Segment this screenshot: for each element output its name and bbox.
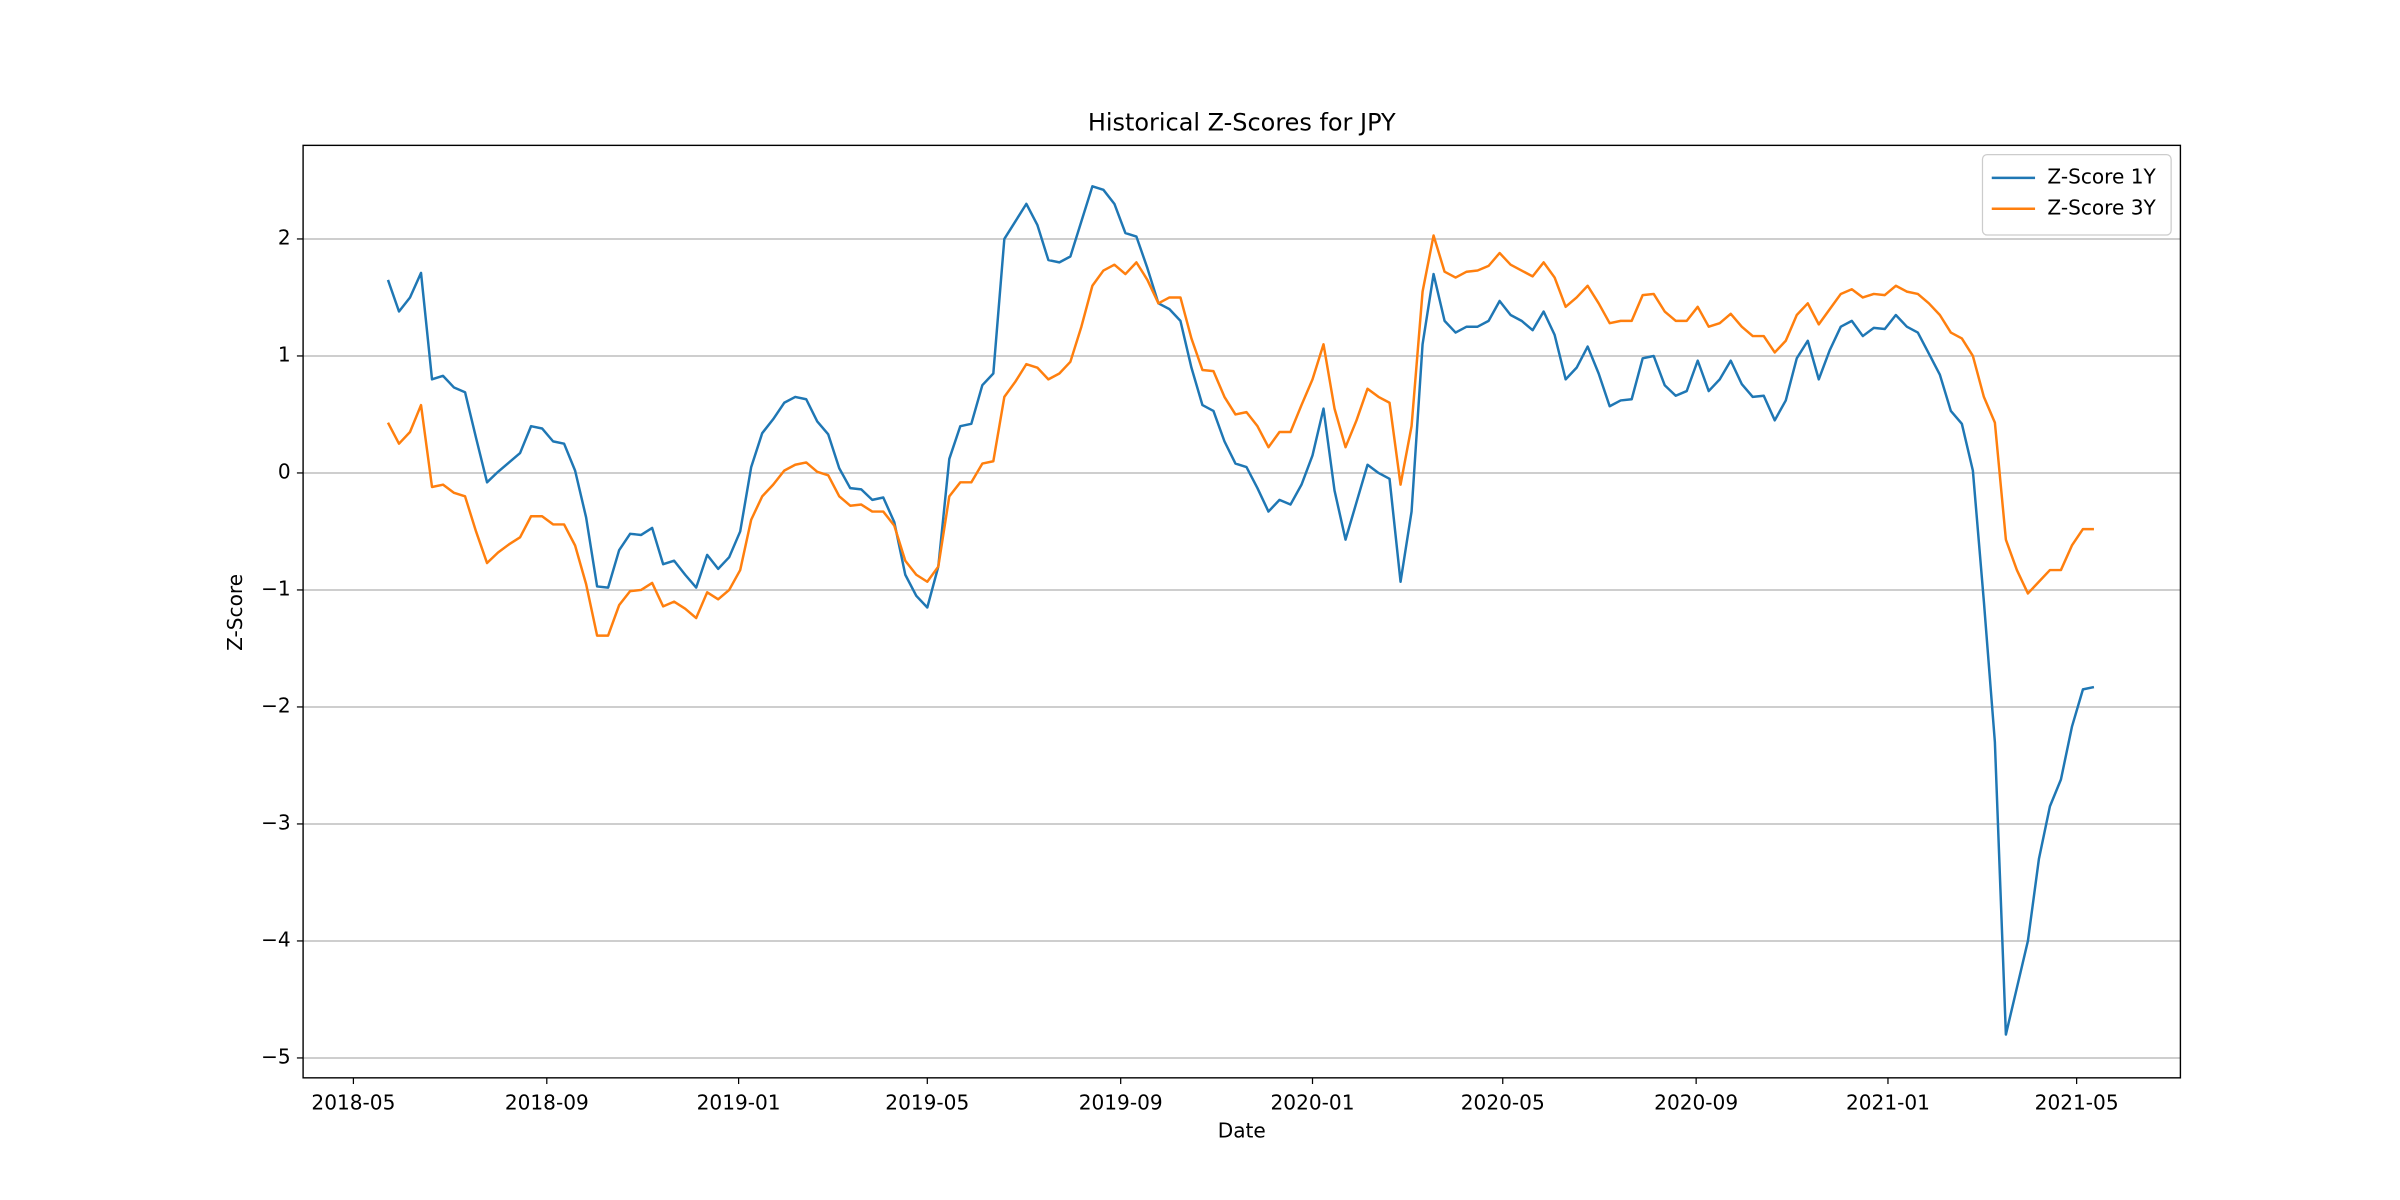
x-tick-label: 2020-05 — [1461, 1091, 1545, 1115]
x-tick-label: 2021-05 — [2035, 1091, 2119, 1115]
series-line — [386, 234, 2094, 637]
x-tick-label: 2021-01 — [1846, 1091, 1930, 1115]
y-tick-label: 1 — [278, 342, 291, 366]
x-tick-label: 2019-09 — [1079, 1091, 1163, 1115]
x-tick-label: 2019-01 — [697, 1091, 781, 1115]
legend-label: Z-Score 1Y — [2047, 164, 2156, 188]
legend-label: Z-Score 3Y — [2047, 195, 2156, 219]
x-axis-label: Date — [1218, 1118, 1266, 1142]
y-axis-label: Z-Score — [223, 574, 247, 651]
x-tick-label: 2020-01 — [1271, 1091, 1355, 1115]
y-tick-label: −3 — [261, 810, 291, 834]
x-tick-label: 2018-05 — [311, 1091, 395, 1115]
plot-frame — [302, 144, 2182, 1079]
legend-box — [1981, 154, 2172, 236]
y-tick-label: 2 — [278, 225, 291, 249]
x-tick-label: 2019-05 — [885, 1091, 969, 1115]
x-tick-label: 2020-09 — [1654, 1091, 1738, 1115]
y-tick-label: 0 — [278, 459, 291, 483]
y-tick-label: −5 — [261, 1044, 291, 1068]
series-line — [386, 185, 2095, 1036]
x-tick-label: 2018-09 — [505, 1091, 589, 1115]
y-tick-label: −1 — [261, 576, 291, 600]
y-tick-label: −2 — [261, 693, 291, 717]
chart-title: Historical Z-Scores for JPY — [1088, 109, 1396, 137]
y-tick-label: −4 — [261, 927, 291, 951]
